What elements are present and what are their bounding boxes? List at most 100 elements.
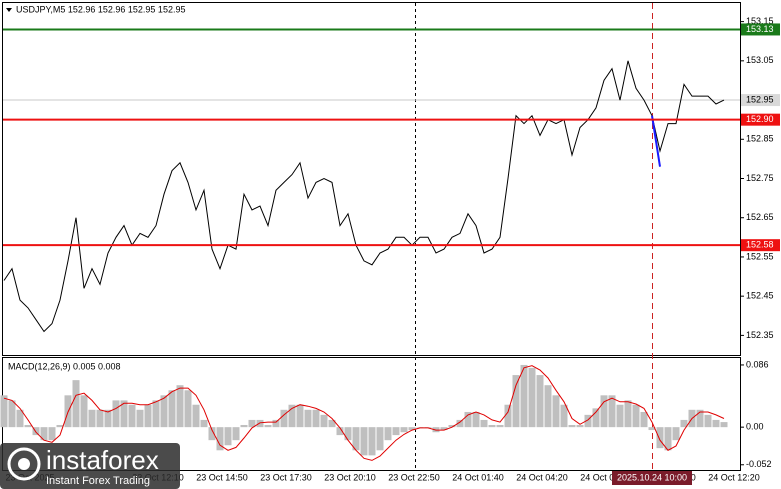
macd-bar [600,395,608,428]
level-label: 152.90 [746,114,774,124]
level-label: 153.13 [746,24,774,34]
macd-bar [112,400,120,428]
macd-bar [248,419,256,428]
cursor-box [612,471,692,485]
macd-bar [136,409,144,428]
y-tick-label: 152.85 [746,134,774,144]
macd-bar [360,427,368,456]
macd-title: MACD(12,26,9) 0.005 0.008 [8,361,121,371]
macd-bar [240,424,248,428]
macd-bar [568,424,576,428]
macd-bar [296,404,304,428]
macd-bar [288,404,296,428]
macd-bar [408,427,416,431]
macd-bar [272,419,280,428]
macd-bar [160,395,168,428]
current-price-box [741,94,780,107]
macd-bar [712,419,720,428]
macd-bar [176,385,184,428]
x-tick-label: 24 Oct 04:20 [516,472,568,482]
x-tick-label: 23 Oct 17:30 [260,472,312,482]
macd-bar [320,414,328,428]
macd-bar [192,404,200,428]
macd-bar [336,427,344,436]
y-tick-label: 153.15 [746,16,774,26]
macd-bar [488,424,496,428]
macd-bar [536,375,544,428]
y-tick-label: 152.55 [746,251,774,261]
cursor-label: 2025.10.24 10:00 [617,472,687,482]
x-tick-label: 23 Oct 22:50 [388,472,440,482]
macd-bar [96,409,104,428]
macd-bar [624,400,632,428]
macd-bar [544,385,552,428]
chart-title: USDJPY,M5 152.96 152.96 152.95 152.95 [16,4,185,14]
logo: instaforex Instant Forex Trading [0,443,180,489]
macd-bar [720,422,728,428]
macd-bar [352,427,360,451]
macd-bar [472,411,480,428]
price-line [651,115,661,167]
macd-bar [280,409,288,428]
macd-bar [448,424,456,428]
macd-bar [232,427,240,441]
macd-bar [400,427,408,433]
logo-icon [7,447,41,481]
x-tick-label: 24 Oct 12:20 [708,472,760,482]
macd-bar [392,427,400,436]
macd-bar [584,414,592,428]
macd-bar [680,419,688,428]
macd-bar [168,390,176,428]
macd-bar [328,419,336,428]
macd-bar [312,409,320,428]
macd-bar [208,427,216,441]
macd-bar [184,390,192,428]
macd-bar [104,409,112,428]
level-box [741,239,780,252]
macd-bar [704,414,712,428]
macd-bar [496,424,504,428]
macd-bar [648,427,656,431]
price-line [3,60,725,333]
macd-bar [480,419,488,428]
macd-y-tick-label: 0.086 [746,359,769,369]
macd-bar [368,427,376,456]
macd-bar [672,427,680,441]
macd-bar [552,395,560,428]
logo-name: instaforex [46,445,159,475]
macd-bar [304,409,312,428]
macd-y-tick-label: -0.052 [746,459,772,469]
macd-bar [128,404,136,428]
macd-bar [88,409,96,428]
macd-bar [528,367,536,428]
macd-bar [696,409,704,428]
logo-box [0,443,180,489]
macd-bar [264,424,272,428]
macd-bar [216,427,224,451]
macd-bar [152,400,160,428]
y-tick-label: 152.35 [746,330,774,340]
macd-bar [40,427,48,441]
macd-bar [616,404,624,428]
macd-bar [656,427,664,449]
macd-bar [608,395,616,428]
macd-bar [456,419,464,428]
y-tick-label: 153.05 [746,55,774,65]
macd-bar [48,427,56,441]
macd-signal-line [3,365,725,461]
macd-bar [464,411,472,428]
macd-bar [560,404,568,428]
macd-bar [8,400,16,428]
macd-y-tick-label: 0.00 [746,422,764,432]
macd-bar [504,404,512,428]
macd-bar [200,419,208,428]
macd-bar [72,380,80,428]
macd-bar [56,424,64,428]
macd-bar [576,424,584,428]
macd-bar [632,404,640,428]
logo-tagline: Instant Forex Trading [46,475,150,487]
macd-bar [32,427,40,436]
macd-bar [664,427,672,451]
macd-bar [80,395,88,428]
